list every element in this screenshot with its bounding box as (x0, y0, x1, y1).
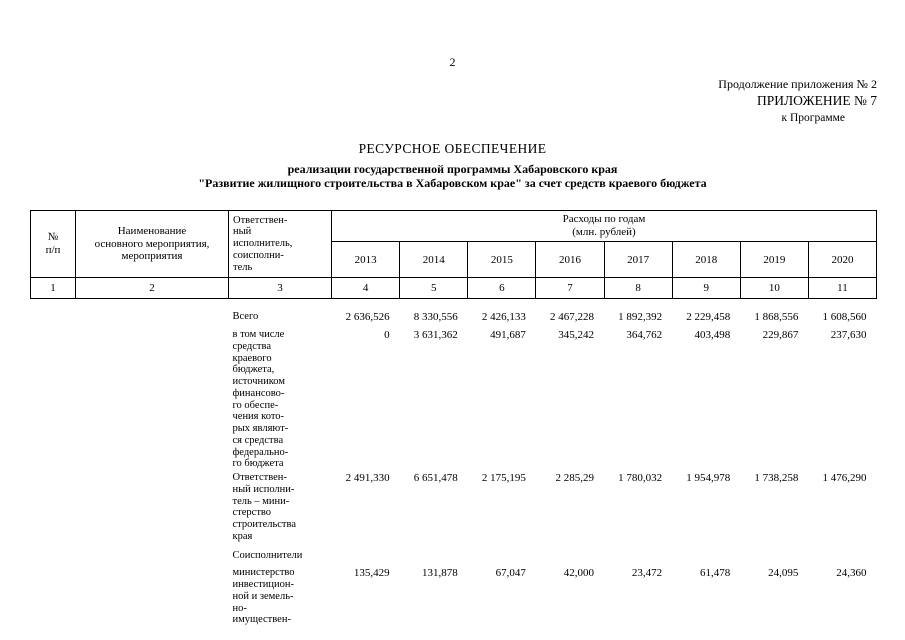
row-value: 42,000 (563, 567, 594, 580)
column-number: 4 (330, 277, 401, 299)
row-value: 24,360 (836, 567, 867, 580)
row-value: 131,878 (422, 567, 458, 580)
column-number: 10 (739, 277, 809, 299)
row-value: 135,429 (353, 567, 390, 580)
row-value (332, 543, 400, 562)
resource-table: № п/п Наименование основного мероприятия… (30, 210, 878, 626)
row-label: Всего (232, 311, 259, 322)
row-value: 0 (384, 329, 390, 341)
column-number: 5 (399, 277, 469, 299)
row-value: 1 738,258 (754, 472, 799, 484)
annex-continuation: Продолжение приложения № 2 (718, 77, 877, 91)
row-value: 1 608,560 (822, 311, 867, 323)
year-header: 2013 (330, 241, 401, 278)
row-value: 23,472 (631, 567, 663, 580)
row-value (468, 543, 536, 562)
row-value: 61,478 (700, 567, 731, 580)
row-value: 364,762 (626, 329, 663, 341)
document-title: РЕСУРСНОЕ ОБЕСПЕЧЕНИЕ (358, 141, 547, 156)
document-subtitle-line1: реализации государственной программы Хаб… (287, 162, 618, 176)
row-value: 2 175,195 (481, 472, 526, 484)
column-number: 7 (535, 277, 605, 299)
table-row-total: Всего 2 636,526 8 330,556 2 426,133 2 46… (31, 299, 877, 323)
row-value: 1 476,290 (822, 472, 867, 484)
row-label: в том числе средства краевого бюджета, и… (232, 329, 289, 470)
column-number: 6 (467, 277, 537, 299)
row-value: 1 892,392 (618, 311, 663, 323)
year-header: 2018 (671, 241, 741, 278)
year-header: 2014 (399, 241, 469, 278)
row-value: 2 636,526 (345, 311, 390, 323)
row-label: Соисполнители (232, 549, 303, 561)
table-row-co-executors: Соисполнители (31, 543, 877, 562)
annex-block: Продолжение приложения № 2 ПРИЛОЖЕНИЕ № … (718, 77, 877, 125)
row-value (808, 543, 876, 562)
row-value: 3 631,362 (413, 329, 458, 341)
row-value: 237,630 (830, 329, 867, 341)
page-number: 2 (449, 55, 456, 69)
annex-to-program: к Программе (781, 111, 846, 124)
table-header-row: № п/п Наименование основного мероприятия… (30, 210, 877, 278)
row-value: 8 330,556 (413, 311, 458, 323)
row-value (672, 543, 740, 562)
row-value: 491,687 (490, 329, 526, 341)
col-header-num: № п/п (30, 210, 76, 278)
row-value: 6 651,478 (413, 472, 458, 484)
column-numbering-row: 1 2 3 4 5 6 7 8 9 10 11 (30, 277, 878, 299)
table-row-responsible-executor: Ответствен- ный исполни- тель – мини- ст… (31, 470, 877, 543)
document-subtitle: реализации государственной программы Хаб… (0, 162, 905, 190)
row-value: 2 467,228 (550, 311, 594, 323)
row-value: 2 491,330 (345, 472, 390, 484)
year-header: 2015 (467, 241, 537, 278)
row-label: Ответствен- ный исполни- тель – мини- ст… (232, 472, 297, 542)
column-number: 9 (671, 277, 741, 299)
row-value: 2 426,133 (481, 311, 526, 323)
table-row-regional-budget-federal-source: в том числе средства краевого бюджета, и… (31, 323, 877, 470)
year-header: 2020 (807, 241, 878, 278)
document-subtitle-line2: "Развитие жилищного строительства в Хаба… (198, 176, 707, 191)
column-number: 11 (807, 277, 878, 299)
col-header-expenses: Расходы по годам (млн. рублей) (331, 210, 877, 242)
column-number: 1 (30, 277, 76, 299)
column-number: 8 (603, 277, 673, 299)
expenses-unit: (млн. рублей) (572, 226, 636, 238)
column-number: 2 (75, 277, 229, 299)
row-value: 403,498 (694, 329, 731, 341)
row-value (740, 543, 808, 562)
row-value: 2 285,29 (555, 472, 595, 484)
expenses-title: Расходы по годам (562, 212, 646, 225)
row-value: 24,095 (768, 567, 799, 580)
row-value: 1 780,032 (618, 472, 663, 484)
row-label: министерство инвестицион- ной и земель- … (232, 567, 295, 626)
row-value: 229,867 (762, 329, 799, 341)
col-header-executor: Ответствен- ный исполнитель, соисполни- … (228, 210, 332, 278)
row-value (400, 543, 468, 562)
row-value: 1 954,978 (686, 472, 731, 484)
row-value: 1 868,556 (754, 311, 799, 323)
year-header: 2017 (603, 241, 673, 278)
row-value: 345,242 (558, 329, 594, 341)
resource-table-wrapper: № п/п Наименование основного мероприятия… (30, 210, 878, 626)
year-header: 2019 (739, 241, 809, 278)
column-number: 3 (228, 277, 332, 299)
table-row-ministry-investment-property: министерство инвестицион- ной и земель- … (31, 561, 877, 626)
row-value: 2 229,458 (686, 311, 731, 323)
year-header: 2016 (535, 241, 605, 278)
years-header-row: 2013 2014 2015 2016 2017 2018 2019 2020 (31, 241, 878, 278)
row-value (536, 543, 604, 562)
col-header-name: Наименование основного мероприятия, меро… (75, 210, 229, 278)
row-value: 67,047 (495, 567, 526, 580)
row-value (604, 543, 672, 562)
annex-number: ПРИЛОЖЕНИЕ № 7 (756, 93, 877, 108)
